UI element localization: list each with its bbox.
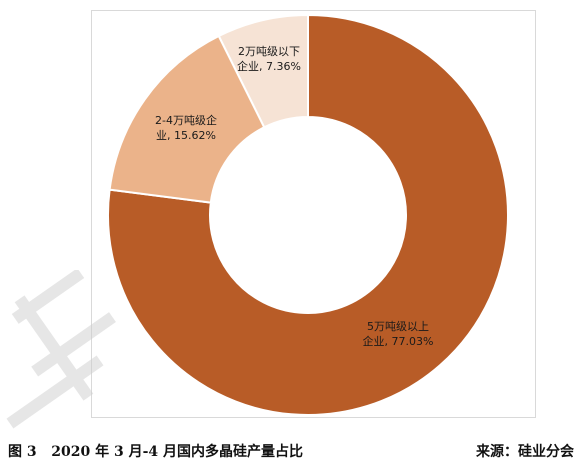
slice-label-3: 2万吨级以下企业, 7.36% (237, 45, 301, 73)
chart-slices (107, 13, 509, 416)
pie-slice-1 (107, 13, 509, 416)
figure-caption-title: 图 3 2020 年 3 月-4 月国内多晶硅产量占比 (8, 444, 303, 460)
pie-slice-2 (108, 34, 266, 204)
figure-caption-source: 来源：硅业分会 (476, 444, 574, 460)
pie-slice-3 (217, 13, 309, 129)
slice-label-3-line1: 2万吨级以下 (238, 45, 300, 58)
slice-label-3-line2: 企业, 7.36% (237, 59, 301, 73)
slice-label-2-line2: 业, 15.62% (156, 129, 216, 142)
slice-label-2: 2-4万吨级企业, 15.62% (155, 113, 217, 142)
chart-slice-labels: 5万吨级以上企业, 77.03%2-4万吨级企业, 15.62%2万吨级以下企业… (155, 45, 433, 348)
slice-label-1-line1: 5万吨级以上 (367, 320, 429, 333)
slice-label-1: 5万吨级以上企业, 77.03% (363, 320, 434, 348)
slice-label-1-line2: 企业, 77.03% (363, 334, 434, 348)
slice-label-2-line1: 2-4万吨级企 (155, 113, 217, 127)
figure-caption: 图 3 2020 年 3 月-4 月国内多晶硅产量占比 来源：硅业分会 (8, 441, 574, 465)
